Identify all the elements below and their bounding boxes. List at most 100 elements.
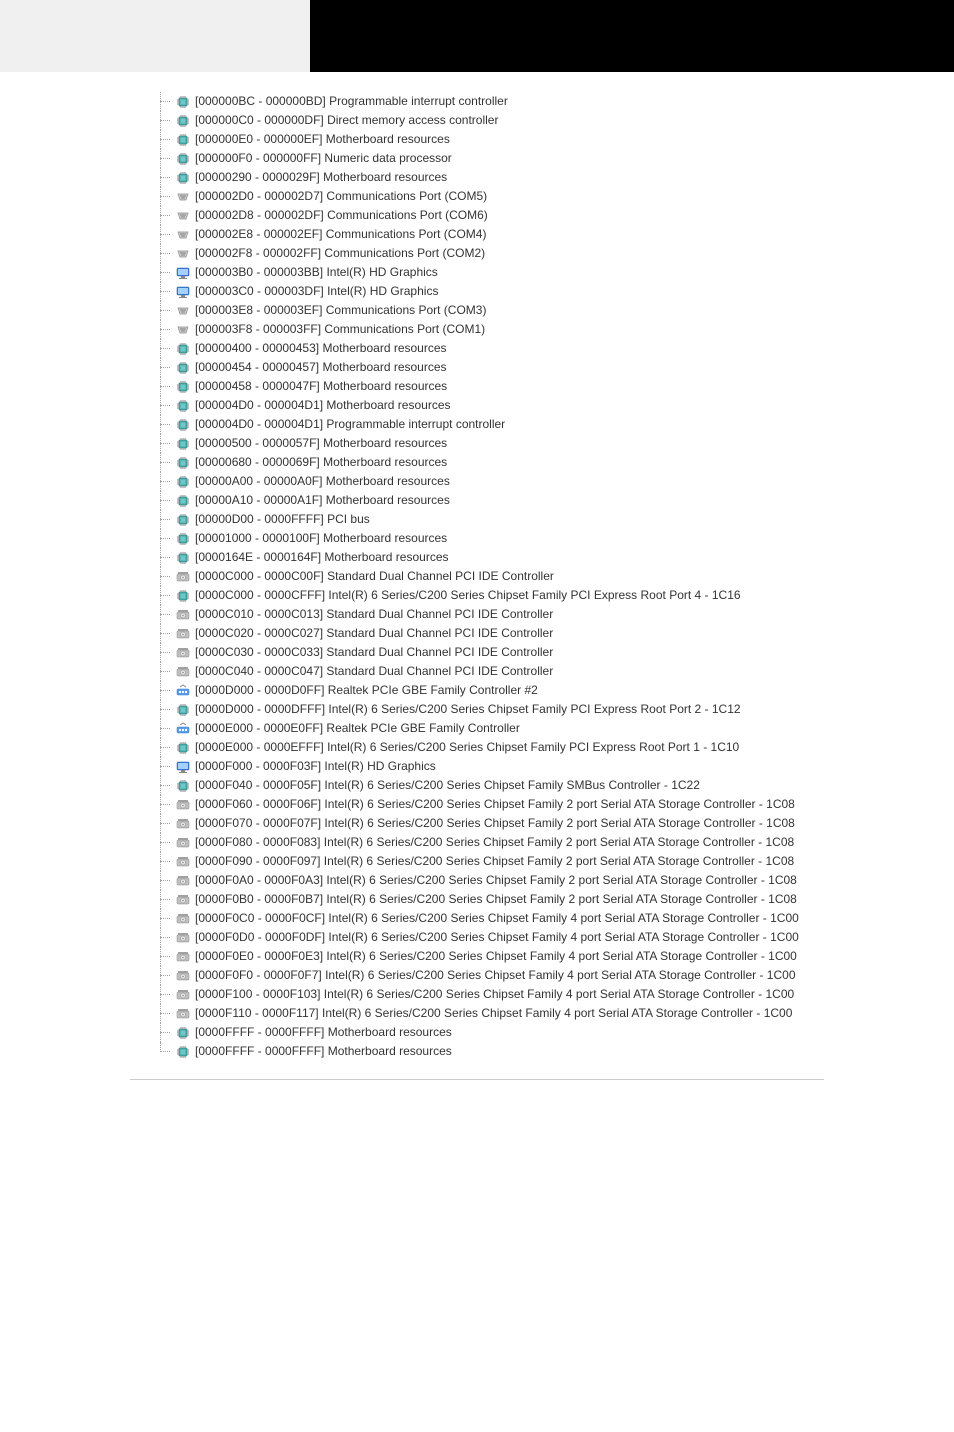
- tree-item[interactable]: [0000F060 - 0000F06F] Intel(R) 6 Series/…: [155, 795, 934, 814]
- tree-item-label: [00000D00 - 0000FFFF] PCI bus: [195, 510, 370, 529]
- tree-connector: [155, 643, 175, 662]
- tree-item[interactable]: [0000C000 - 0000CFFF] Intel(R) 6 Series/…: [155, 586, 934, 605]
- chip-icon: [175, 455, 191, 471]
- tree-item-label: [00000400 - 00000453] Motherboard resour…: [195, 339, 447, 358]
- tree-connector: [155, 130, 175, 149]
- tree-item[interactable]: [00000400 - 00000453] Motherboard resour…: [155, 339, 934, 358]
- tree-item[interactable]: [000003F8 - 000003FF] Communications Por…: [155, 320, 934, 339]
- tree-item[interactable]: [00000290 - 0000029F] Motherboard resour…: [155, 168, 934, 187]
- tree-item[interactable]: [0000164E - 0000164F] Motherboard resour…: [155, 548, 934, 567]
- tree-item[interactable]: [00000A00 - 00000A0F] Motherboard resour…: [155, 472, 934, 491]
- tree-item[interactable]: [0000F0B0 - 0000F0B7] Intel(R) 6 Series/…: [155, 890, 934, 909]
- tree-item[interactable]: [0000F110 - 0000F117] Intel(R) 6 Series/…: [155, 1004, 934, 1023]
- tree-connector: [155, 415, 175, 434]
- tree-item[interactable]: [000000BC - 000000BD] Programmable inter…: [155, 92, 934, 111]
- tree-item-label: [000002F8 - 000002FF] Communications Por…: [195, 244, 485, 263]
- tree-item[interactable]: [0000F080 - 0000F083] Intel(R) 6 Series/…: [155, 833, 934, 852]
- tree-item[interactable]: [000000C0 - 000000DF] Direct memory acce…: [155, 111, 934, 130]
- tree-item[interactable]: [0000F000 - 0000F03F] Intel(R) HD Graphi…: [155, 757, 934, 776]
- tree-connector: [155, 852, 175, 871]
- port-icon: [175, 246, 191, 262]
- tree-item[interactable]: [000003C0 - 000003DF] Intel(R) HD Graphi…: [155, 282, 934, 301]
- tree-item[interactable]: [0000F0C0 - 0000F0CF] Intel(R) 6 Series/…: [155, 909, 934, 928]
- chip-icon: [175, 170, 191, 186]
- tree-item-label: [000004D0 - 000004D1] Programmable inter…: [195, 415, 505, 434]
- tree-item[interactable]: [0000C020 - 0000C027] Standard Dual Chan…: [155, 624, 934, 643]
- chip-icon: [175, 588, 191, 604]
- storage-icon: [175, 626, 191, 642]
- tree-connector: [155, 244, 175, 263]
- tree-item[interactable]: [00000A10 - 00000A1F] Motherboard resour…: [155, 491, 934, 510]
- tree-item[interactable]: [000002D0 - 000002D7] Communications Por…: [155, 187, 934, 206]
- tree-item[interactable]: [00000680 - 0000069F] Motherboard resour…: [155, 453, 934, 472]
- tree-item[interactable]: [0000F040 - 0000F05F] Intel(R) 6 Series/…: [155, 776, 934, 795]
- tree-item-label: [0000F0B0 - 0000F0B7] Intel(R) 6 Series/…: [195, 890, 797, 909]
- tree-item-label: [00000A00 - 00000A0F] Motherboard resour…: [195, 472, 450, 491]
- tree-item[interactable]: [0000F070 - 0000F07F] Intel(R) 6 Series/…: [155, 814, 934, 833]
- storage-icon: [175, 949, 191, 965]
- tree-item[interactable]: [0000C000 - 0000C00F] Standard Dual Chan…: [155, 567, 934, 586]
- tree-item[interactable]: [0000F0E0 - 0000F0E3] Intel(R) 6 Series/…: [155, 947, 934, 966]
- storage-icon: [175, 607, 191, 623]
- tree-item[interactable]: [00000D00 - 0000FFFF] PCI bus: [155, 510, 934, 529]
- tree-item-label: [000002E8 - 000002EF] Communications Por…: [195, 225, 486, 244]
- tree-item-label: [0000F060 - 0000F06F] Intel(R) 6 Series/…: [195, 795, 795, 814]
- tree-item-label: [0000C040 - 0000C047] Standard Dual Chan…: [195, 662, 553, 681]
- tree-item[interactable]: [000000E0 - 000000EF] Motherboard resour…: [155, 130, 934, 149]
- tree-item[interactable]: [0000FFFF - 0000FFFF] Motherboard resour…: [155, 1042, 934, 1061]
- tree-connector: [155, 624, 175, 643]
- tree-item[interactable]: [000000F0 - 000000FF] Numeric data proce…: [155, 149, 934, 168]
- tree-item-label: [0000F040 - 0000F05F] Intel(R) 6 Series/…: [195, 776, 700, 795]
- tree-item[interactable]: [0000C030 - 0000C033] Standard Dual Chan…: [155, 643, 934, 662]
- tree-item[interactable]: [000002E8 - 000002EF] Communications Por…: [155, 225, 934, 244]
- chip-icon: [175, 512, 191, 528]
- tree-item-label: [000000E0 - 000000EF] Motherboard resour…: [195, 130, 450, 149]
- tree-connector: [155, 1004, 175, 1023]
- chip-icon: [175, 1025, 191, 1041]
- tree-item[interactable]: [00001000 - 0000100F] Motherboard resour…: [155, 529, 934, 548]
- tree-item[interactable]: [0000D000 - 0000DFFF] Intel(R) 6 Series/…: [155, 700, 934, 719]
- page-header: [0, 0, 954, 72]
- tree-item[interactable]: [0000F100 - 0000F103] Intel(R) 6 Series/…: [155, 985, 934, 1004]
- tree-connector: [155, 966, 175, 985]
- tree-connector: [155, 776, 175, 795]
- tree-item-label: [0000F090 - 0000F097] Intel(R) 6 Series/…: [195, 852, 794, 871]
- tree-item-label: [000003E8 - 000003EF] Communications Por…: [195, 301, 486, 320]
- tree-item[interactable]: [0000C010 - 0000C013] Standard Dual Chan…: [155, 605, 934, 624]
- tree-connector: [155, 567, 175, 586]
- tree-item[interactable]: [0000F0F0 - 0000F0F7] Intel(R) 6 Series/…: [155, 966, 934, 985]
- tree-item[interactable]: [0000C040 - 0000C047] Standard Dual Chan…: [155, 662, 934, 681]
- tree-connector: [155, 662, 175, 681]
- tree-connector: [155, 833, 175, 852]
- tree-item[interactable]: [0000D000 - 0000D0FF] Realtek PCIe GBE F…: [155, 681, 934, 700]
- tree-item[interactable]: [0000F0D0 - 0000F0DF] Intel(R) 6 Series/…: [155, 928, 934, 947]
- tree-item[interactable]: [0000E000 - 0000E0FF] Realtek PCIe GBE F…: [155, 719, 934, 738]
- tree-item[interactable]: [000003E8 - 000003EF] Communications Por…: [155, 301, 934, 320]
- tree-item[interactable]: [0000F090 - 0000F097] Intel(R) 6 Series/…: [155, 852, 934, 871]
- tree-item[interactable]: [000002F8 - 000002FF] Communications Por…: [155, 244, 934, 263]
- tree-item[interactable]: [000002D8 - 000002DF] Communications Por…: [155, 206, 934, 225]
- chip-icon: [175, 151, 191, 167]
- tree-item[interactable]: [0000FFFF - 0000FFFF] Motherboard resour…: [155, 1023, 934, 1042]
- tree-connector: [155, 605, 175, 624]
- tree-item-label: [000000C0 - 000000DF] Direct memory acce…: [195, 111, 498, 130]
- tree-connector: [155, 263, 175, 282]
- tree-item-label: [0000C020 - 0000C027] Standard Dual Chan…: [195, 624, 553, 643]
- tree-connector: [155, 339, 175, 358]
- port-icon: [175, 303, 191, 319]
- tree-item[interactable]: [000003B0 - 000003BB] Intel(R) HD Graphi…: [155, 263, 934, 282]
- storage-icon: [175, 1006, 191, 1022]
- tree-item[interactable]: [00000454 - 00000457] Motherboard resour…: [155, 358, 934, 377]
- tree-item[interactable]: [0000E000 - 0000EFFF] Intel(R) 6 Series/…: [155, 738, 934, 757]
- tree-item-label: [000003C0 - 000003DF] Intel(R) HD Graphi…: [195, 282, 438, 301]
- storage-icon: [175, 835, 191, 851]
- tree-item[interactable]: [0000F0A0 - 0000F0A3] Intel(R) 6 Series/…: [155, 871, 934, 890]
- tree-item[interactable]: [000004D0 - 000004D1] Motherboard resour…: [155, 396, 934, 415]
- tree-item-label: [000004D0 - 000004D1] Motherboard resour…: [195, 396, 451, 415]
- chip-icon: [175, 360, 191, 376]
- tree-item[interactable]: [00000500 - 0000057F] Motherboard resour…: [155, 434, 934, 453]
- tree-item[interactable]: [000004D0 - 000004D1] Programmable inter…: [155, 415, 934, 434]
- tree-item-label: [00000500 - 0000057F] Motherboard resour…: [195, 434, 447, 453]
- tree-item[interactable]: [00000458 - 0000047F] Motherboard resour…: [155, 377, 934, 396]
- port-icon: [175, 189, 191, 205]
